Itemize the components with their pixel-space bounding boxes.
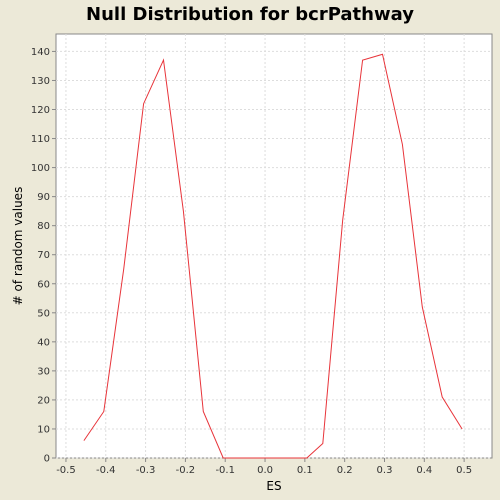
series-layer — [83, 53, 463, 459]
y-tick-label: 10 — [37, 424, 50, 435]
y-tick-label: 60 — [37, 279, 50, 290]
y-tick-label: 110 — [31, 134, 50, 145]
series-line — [83, 53, 463, 459]
y-tick-label: 30 — [37, 366, 50, 377]
y-tick-label: 90 — [37, 192, 50, 203]
x-tick-label: -0.4 — [96, 465, 116, 476]
y-tick-label: 70 — [37, 250, 50, 261]
x-tick-label: 0.0 — [257, 465, 273, 476]
y-tick-label: 80 — [37, 221, 50, 232]
x-tick-label: 0.3 — [377, 465, 393, 476]
x-axis-label: ES — [266, 479, 281, 493]
plot-area — [55, 33, 493, 459]
y-axis-label: # of random values — [11, 187, 25, 306]
y-tick-label: 100 — [31, 163, 50, 174]
y-tick-label: 120 — [31, 105, 50, 116]
x-tick-label: 0.1 — [297, 465, 313, 476]
x-tick-label: -0.1 — [215, 465, 235, 476]
x-tick-label: 0.2 — [337, 465, 353, 476]
grid-lines — [56, 34, 492, 459]
y-tick-label: 130 — [31, 76, 50, 87]
chart-title: Null Distribution for bcrPathway — [86, 4, 414, 25]
x-tick-label: 0.5 — [456, 465, 472, 476]
x-tick-label: -0.3 — [136, 465, 156, 476]
y-tick-label: 0 — [44, 454, 50, 465]
axes: 0 10 20 30 40 50 60 70 80 90 100 110 120 130 140 -0.5 -0… — [31, 47, 472, 476]
y-tick-label: 20 — [37, 395, 50, 406]
y-tick-label: 50 — [37, 308, 50, 319]
y-tick-label: 40 — [37, 337, 50, 348]
x-tick-label: -0.5 — [56, 465, 76, 476]
x-tick-label: -0.2 — [176, 465, 196, 476]
y-tick-label: 140 — [31, 47, 50, 58]
x-tick-label: 0.4 — [416, 465, 432, 476]
